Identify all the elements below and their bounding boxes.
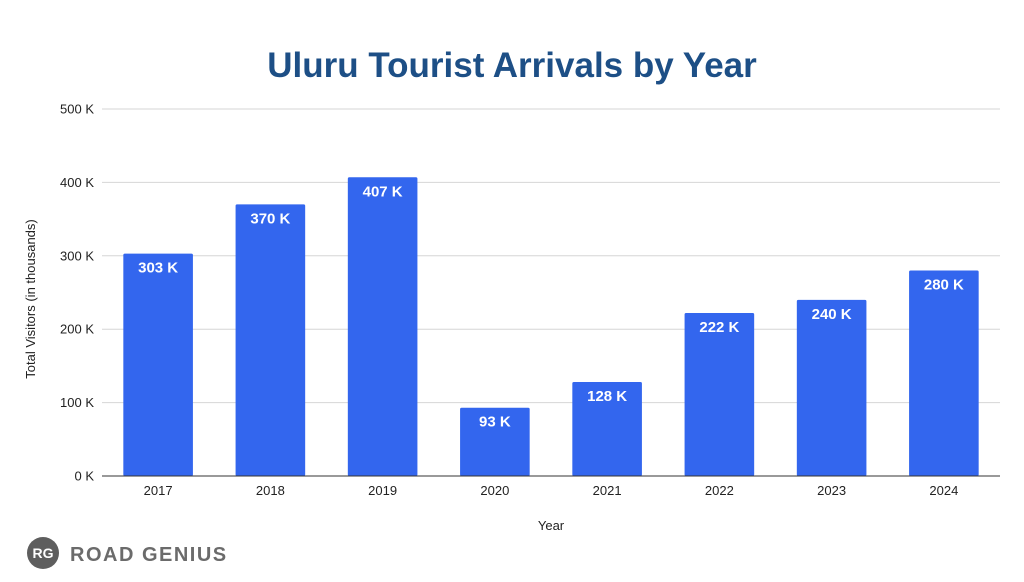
y-axis-title: Total Visitors (in thousands) (23, 219, 38, 378)
bar-2024 (909, 270, 979, 476)
x-axis-ticks: 2017 2018 2019 2020 2021 2022 2023 2024 (144, 483, 959, 498)
x-tick-label: 2021 (593, 483, 622, 498)
x-tick-label: 2023 (817, 483, 846, 498)
y-tick-label: 200 K (60, 322, 94, 337)
x-tick-label: 2024 (929, 483, 958, 498)
x-tick-label: 2018 (256, 483, 285, 498)
y-axis-ticks: 0 K 100 K 200 K 300 K 400 K 500 K (60, 102, 94, 484)
x-tick-label: 2019 (368, 483, 397, 498)
x-tick-label: 2022 (705, 483, 734, 498)
data-label-2019: 407 K (363, 183, 403, 200)
x-tick-label: 2017 (144, 483, 173, 498)
bar-2017 (123, 253, 193, 476)
y-tick-label: 100 K (60, 395, 94, 410)
bar-2018 (235, 204, 306, 477)
data-labels: 303 K 370 K 407 K 93 K 128 K 222 K 240 K 280 K (138, 183, 964, 430)
bar-2020 (460, 407, 530, 476)
x-tick-label: 2020 (480, 483, 509, 498)
brand-monogram-badge (27, 537, 59, 569)
bar-2019 (347, 177, 418, 476)
bar-2021 (572, 382, 642, 476)
bar-2022 (684, 313, 755, 476)
y-tick-label: 0 K (74, 469, 94, 484)
bar-2023 (796, 299, 867, 476)
data-label-2020: 93 K (479, 414, 511, 431)
data-label-2024: 280 K (924, 276, 964, 293)
y-tick-label: 400 K (60, 175, 94, 190)
y-tick-label: 300 K (60, 248, 94, 263)
brand-name: ROAD GENIUS (70, 544, 228, 566)
data-label-2017: 303 K (138, 260, 178, 277)
x-axis-title: Year (538, 518, 565, 533)
data-label-2023: 240 K (812, 306, 852, 323)
chart-title: Uluru Tourist Arrivals by Year (267, 46, 757, 85)
bars (123, 177, 979, 477)
y-tick-label: 500 K (60, 102, 94, 117)
brand-monogram: RG (33, 545, 54, 561)
data-label-2018: 370 K (250, 210, 290, 227)
brand-logo: RG ROAD GENIUS (27, 537, 228, 569)
data-label-2021: 128 K (587, 388, 627, 405)
data-label-2022: 222 K (699, 319, 739, 336)
